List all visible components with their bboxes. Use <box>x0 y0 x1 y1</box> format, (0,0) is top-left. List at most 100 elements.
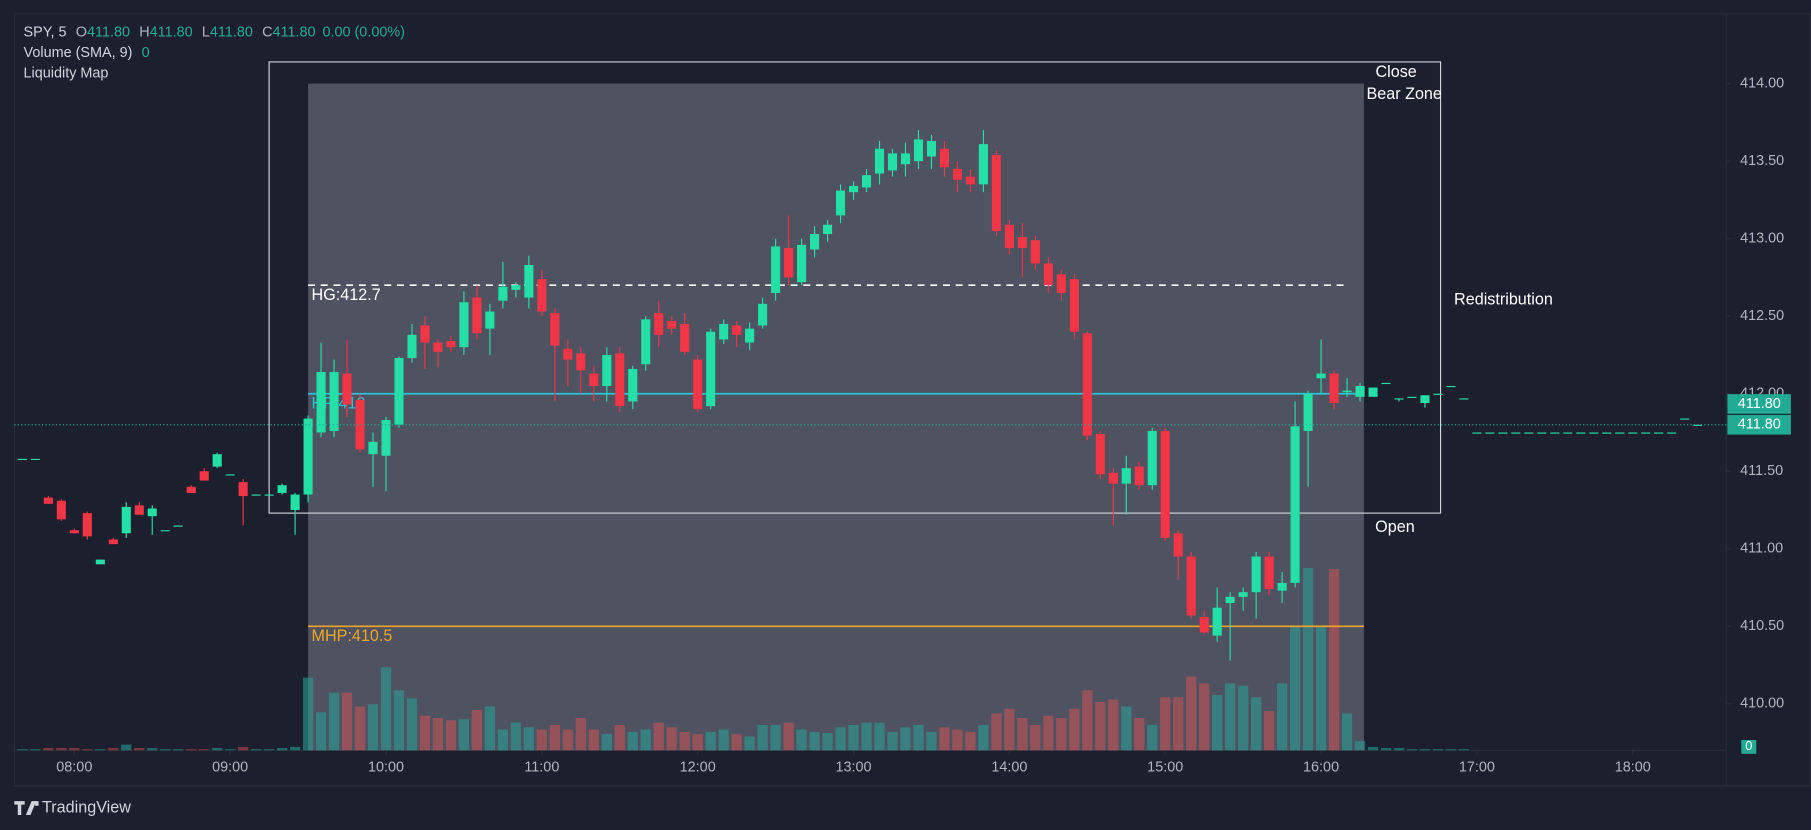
x-tick-label: 12:00 <box>680 759 716 775</box>
volume-bar <box>575 718 586 751</box>
legend-main: SPY, 5 O411.80 H411.80 L411.80 C411.80 0.00 (… <box>24 24 405 40</box>
volume-bar <box>809 731 820 751</box>
volume-bar <box>17 749 28 751</box>
candle-body <box>965 176 975 185</box>
volume-bar <box>471 709 483 751</box>
volume-bar <box>458 719 470 751</box>
volume-bar <box>1354 741 1366 751</box>
candle-body <box>511 285 521 290</box>
candle-body <box>641 319 651 365</box>
annotation: Bear Zone <box>1366 85 1441 103</box>
volume-bar <box>1406 749 1418 751</box>
candle-body <box>17 458 27 461</box>
candle-body <box>900 153 911 165</box>
volume-bar <box>1134 718 1145 751</box>
volume-bar <box>212 748 223 751</box>
candle-body <box>939 148 949 168</box>
candle-body <box>1082 333 1092 436</box>
volume-bar <box>887 731 898 751</box>
field: H <box>139 24 149 40</box>
level-label: HG:412.7 <box>312 286 381 304</box>
candle-body <box>199 471 209 481</box>
volume-bar <box>1289 625 1301 751</box>
change: 0.00 (0.00%) <box>322 24 404 40</box>
volume-bar <box>315 712 327 751</box>
x-tick-label: 13:00 <box>836 759 872 775</box>
candle-body <box>1576 432 1586 434</box>
volume-bar <box>1056 718 1067 751</box>
candle-body <box>1693 424 1703 426</box>
volume-bar <box>965 731 976 751</box>
volume-label-box <box>1741 739 1757 754</box>
candle-body <box>1446 385 1456 388</box>
volume-bar <box>510 722 521 751</box>
volume-bar <box>1030 724 1041 751</box>
brand[interactable]: TradingView <box>42 798 131 816</box>
candle-body <box>861 175 872 188</box>
candle-body <box>978 144 988 185</box>
candle-body <box>1160 430 1170 538</box>
volume-bar <box>913 724 924 751</box>
volume-bar <box>796 729 807 751</box>
volume-bar <box>393 690 405 751</box>
volume-bar <box>588 729 599 751</box>
candle-body <box>173 525 183 527</box>
volume-bar <box>718 729 729 751</box>
candle-body <box>667 320 677 329</box>
volume-bar <box>380 667 392 751</box>
candle-body <box>1394 398 1404 400</box>
candles-layer <box>17 130 1703 661</box>
candle-body <box>355 399 365 450</box>
volume-bar <box>939 727 950 751</box>
volume-layer <box>17 567 1470 751</box>
candle-body <box>1004 224 1014 248</box>
candle-body <box>1537 432 1547 434</box>
candle-body <box>1277 582 1287 591</box>
candle-body <box>1056 274 1066 293</box>
candle-body <box>991 154 1001 231</box>
volume-bar <box>757 724 768 751</box>
candle-body <box>251 494 261 496</box>
volume-bar <box>1251 697 1262 751</box>
volume-bar <box>276 748 288 751</box>
volume-bar <box>1328 569 1340 751</box>
field: L <box>202 24 210 40</box>
candle-body <box>420 325 430 343</box>
field: O <box>76 24 87 40</box>
candle-body <box>277 485 287 493</box>
y-tick-label: 410.00 <box>1740 696 1784 712</box>
axis-layer: 410.00410.50411.00411.50412.00412.50413.… <box>14 75 1791 775</box>
volume-bar <box>614 724 625 751</box>
volume-bar <box>108 748 119 751</box>
volume-bar <box>134 748 145 751</box>
legend-volume: Volume (SMA, 9) 0 <box>24 45 150 61</box>
y-tick-label: 411.50 <box>1740 463 1783 479</box>
candle-body <box>186 486 196 493</box>
candle-body <box>329 372 339 431</box>
volume-bar <box>679 731 690 751</box>
candle-body <box>1108 472 1118 484</box>
levels-layer: HG:412.7HP:412MHP:410.5 <box>268 61 1442 645</box>
volume-bar <box>160 749 171 751</box>
volume-bar <box>1095 701 1106 751</box>
volume-bar <box>95 749 106 751</box>
volume-bar <box>666 727 677 751</box>
volume-bar <box>1302 567 1314 751</box>
candle-body <box>498 286 508 301</box>
volume-bar <box>562 729 573 751</box>
candle-body <box>1030 240 1040 264</box>
candle-body <box>1121 468 1131 484</box>
candle-body <box>797 244 807 283</box>
candle-body <box>887 153 898 171</box>
candle-body <box>810 234 820 250</box>
volume-bar <box>251 749 262 751</box>
candle-body <box>1264 556 1274 590</box>
candle-body <box>147 508 157 517</box>
volume-bar <box>1147 724 1158 751</box>
candle-body <box>1017 237 1027 248</box>
candle-body <box>95 559 105 565</box>
annotation: Open <box>1375 518 1415 536</box>
candle-body <box>108 539 118 545</box>
y-tick-label: 414.00 <box>1740 75 1784 91</box>
